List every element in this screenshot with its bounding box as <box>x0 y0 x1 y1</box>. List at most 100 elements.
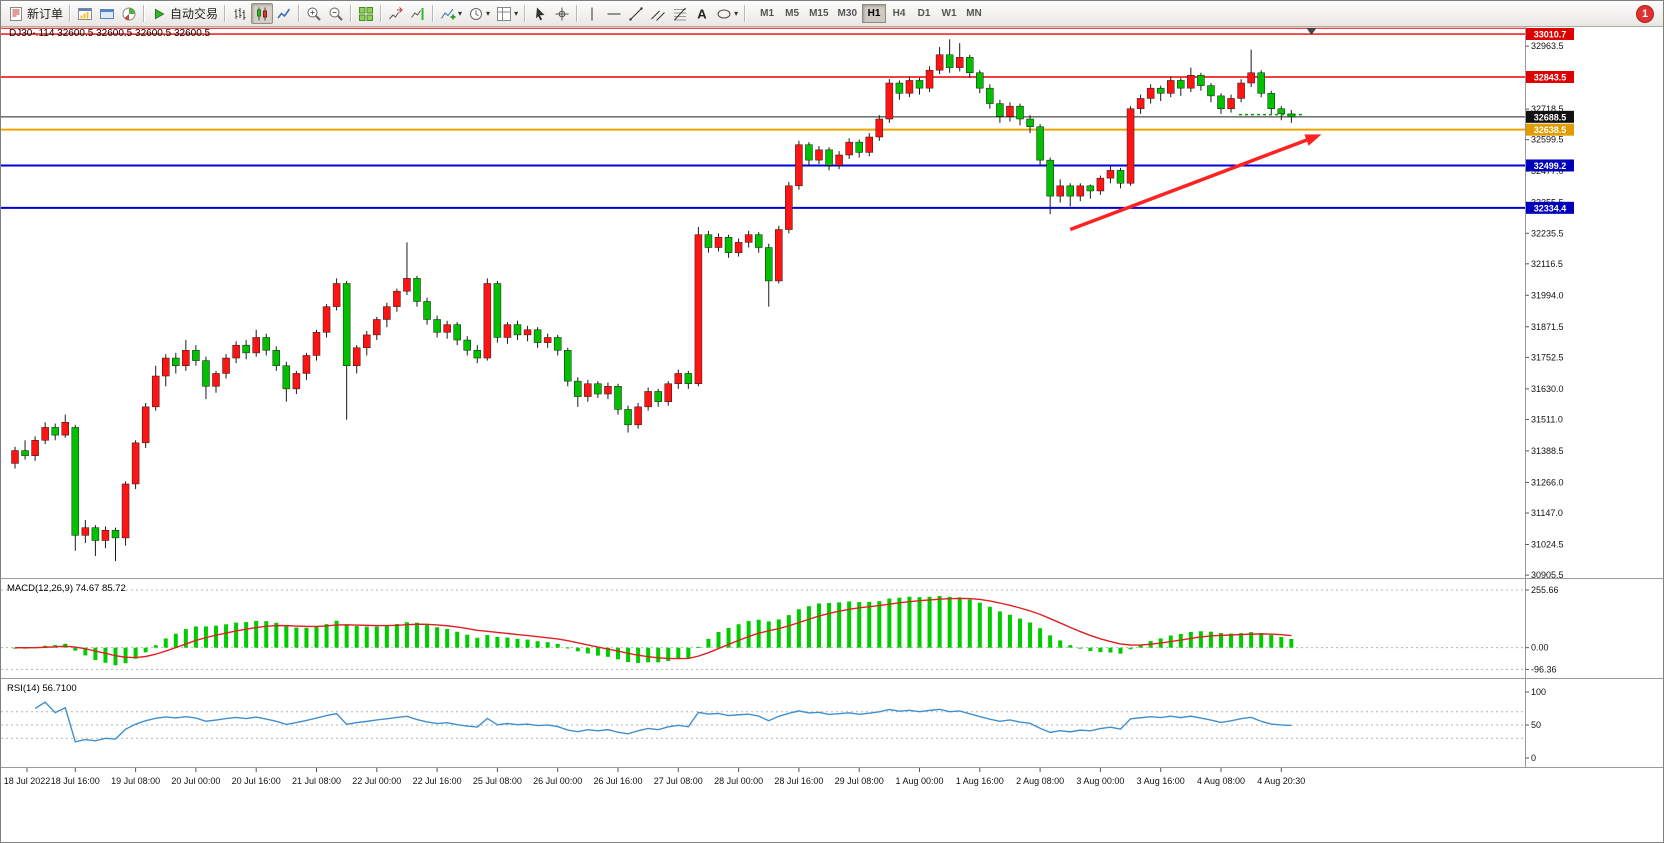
shapes-button[interactable]: ▾ <box>713 3 741 24</box>
dropdown-arrow-icon: ▾ <box>458 9 463 18</box>
svg-text:31630.0: 31630.0 <box>1531 384 1564 394</box>
svg-text:31994.0: 31994.0 <box>1531 290 1564 300</box>
fibonacci-icon <box>674 7 687 20</box>
indicators-button[interactable]: ▾ <box>437 3 465 24</box>
vertical-line-button[interactable] <box>581 3 603 24</box>
panel-frame[interactable] <box>1 26 1664 768</box>
svg-text:4 Aug 08:00: 4 Aug 08:00 <box>1197 776 1245 786</box>
fibonacci-button[interactable] <box>669 3 691 24</box>
dropdown-arrow-icon: ▾ <box>734 9 739 18</box>
svg-text:26 Jul 16:00: 26 Jul 16:00 <box>593 776 642 786</box>
navigator-icon <box>122 7 136 20</box>
profiles-button[interactable] <box>96 3 118 24</box>
timeframe-m15-button[interactable]: M15 <box>805 4 832 23</box>
svg-text:32718.5: 32718.5 <box>1531 104 1564 114</box>
tile-windows-icon <box>359 6 374 21</box>
toolbar-separator <box>576 5 579 22</box>
svg-text:-96.36: -96.36 <box>1531 664 1557 674</box>
profiles-icon <box>100 8 115 19</box>
svg-text:100: 100 <box>1531 687 1546 697</box>
templates-icon <box>497 6 512 21</box>
toolbar-separator <box>298 5 301 22</box>
svg-text:255.66: 255.66 <box>1531 585 1559 595</box>
rsi-panel: 100 50 0 <box>1 687 1546 763</box>
svg-text:32843.5: 32843.5 <box>1534 72 1567 82</box>
new-order-button[interactable]: 新订单 <box>5 3 66 24</box>
svg-text:31147.0: 31147.0 <box>1531 508 1563 518</box>
timeframe-w1-button[interactable]: W1 <box>937 4 961 23</box>
bar-chart-button[interactable] <box>229 3 251 24</box>
timeframe-m5-button[interactable]: M5 <box>780 4 804 23</box>
svg-text:1 Aug 00:00: 1 Aug 00:00 <box>895 776 943 786</box>
svg-text:30905.5: 30905.5 <box>1531 570 1564 580</box>
cursor-icon <box>536 7 545 20</box>
chart-area[interactable]: 32963.532841.032718.532599.532477.032355… <box>1 26 1664 843</box>
notification-badge[interactable]: 1 <box>1637 5 1653 22</box>
tile-windows-button[interactable] <box>355 3 377 24</box>
templates-button[interactable]: ▾ <box>493 3 521 24</box>
toolbar-separator <box>744 5 747 22</box>
trendline-button[interactable] <box>625 3 647 24</box>
text-button[interactable]: A <box>691 3 713 24</box>
toolbar-separator <box>143 5 146 22</box>
dropdown-arrow-icon: ▾ <box>514 9 519 18</box>
toolbar-separator <box>350 5 353 22</box>
trend-arrow-head <box>1304 134 1322 146</box>
timeframe-d1-button[interactable]: D1 <box>912 4 936 23</box>
candlestick-chart-icon <box>257 7 268 20</box>
timeframe-mn-button[interactable]: MN <box>962 4 986 23</box>
svg-text:27 Jul 08:00: 27 Jul 08:00 <box>654 776 703 786</box>
svg-text:18 Jul 16:00: 18 Jul 16:00 <box>51 776 100 786</box>
chart-annotations[interactable] <box>1069 28 1322 232</box>
timeframe-h1-button[interactable]: H1 <box>862 4 886 23</box>
text-icon: A <box>697 6 707 21</box>
chart-shift-marker[interactable] <box>1306 28 1317 35</box>
svg-text:50: 50 <box>1531 720 1541 730</box>
auto-trading-button[interactable]: 自动交易 <box>148 3 221 24</box>
svg-text:3 Aug 16:00: 3 Aug 16:00 <box>1137 776 1185 786</box>
horizontal-line-icon <box>607 13 621 14</box>
svg-text:32116.5: 32116.5 <box>1531 259 1563 269</box>
channel-button[interactable] <box>647 3 669 24</box>
svg-text:28 Jul 16:00: 28 Jul 16:00 <box>774 776 823 786</box>
price-lines-layer[interactable] <box>1 27 1525 209</box>
svg-text:20 Jul 16:00: 20 Jul 16:00 <box>232 776 281 786</box>
shapes-icon <box>717 9 731 18</box>
line-chart-button[interactable] <box>273 3 295 24</box>
auto-trading-button-label: 自动交易 <box>170 7 219 21</box>
zoom-in-button[interactable] <box>303 3 325 24</box>
svg-text:32235.5: 32235.5 <box>1531 228 1564 238</box>
timeframe-m30-button[interactable]: M30 <box>834 4 861 23</box>
svg-text:19 Jul 08:00: 19 Jul 08:00 <box>111 776 160 786</box>
svg-text:0.00: 0.00 <box>1531 643 1549 653</box>
svg-text:33010.7: 33010.7 <box>1534 30 1567 40</box>
zoom-out-button[interactable] <box>325 3 347 24</box>
auto-scroll-button[interactable] <box>385 3 407 24</box>
toolbar-separator <box>432 5 435 22</box>
toolbar-separator <box>380 5 383 22</box>
timeframe-m1-button[interactable]: M1 <box>755 4 779 23</box>
candlestick-chart-button[interactable] <box>251 3 274 24</box>
chart-canvas[interactable]: 32963.532841.032718.532599.532477.032355… <box>1 26 1664 843</box>
chart-shift-button[interactable] <box>407 3 429 24</box>
svg-text:31871.5: 31871.5 <box>1531 322 1564 332</box>
timeframe-h4-button[interactable]: H4 <box>887 4 911 23</box>
channel-icon <box>651 10 665 21</box>
svg-text:32499.2: 32499.2 <box>1534 161 1567 171</box>
auto-trading-icon <box>155 8 165 19</box>
crosshair-button[interactable] <box>551 3 573 24</box>
svg-text:31024.5: 31024.5 <box>1531 539 1564 549</box>
new-order-button-label: 新订单 <box>27 7 64 21</box>
new-chart-button[interactable] <box>74 3 96 24</box>
indicators-icon <box>441 8 456 19</box>
bar-chart-icon <box>234 7 246 20</box>
periods-button[interactable]: ▾ <box>465 3 493 24</box>
trend-arrow-line[interactable] <box>1069 136 1313 232</box>
time-axis[interactable]: 18 Jul 2022 18 Jul 16:00 19 Jul 08:00 20 Ju… <box>4 768 1306 786</box>
svg-text:28 Jul 00:00: 28 Jul 00:00 <box>714 776 763 786</box>
navigator-button[interactable] <box>118 3 140 24</box>
dropdown-arrow-icon: ▾ <box>486 9 491 18</box>
horizontal-line-button[interactable] <box>603 3 625 24</box>
cursor-button[interactable] <box>529 3 551 24</box>
